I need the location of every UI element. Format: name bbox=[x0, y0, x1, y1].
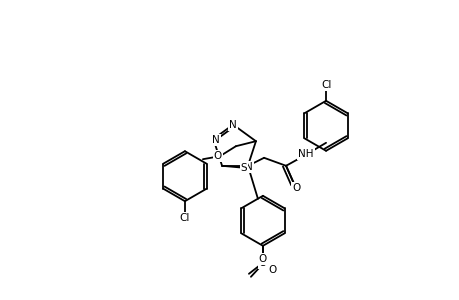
Text: Cl: Cl bbox=[179, 213, 190, 223]
Text: Cl: Cl bbox=[320, 80, 330, 90]
Text: S: S bbox=[240, 163, 247, 173]
Text: O: O bbox=[268, 265, 276, 275]
Text: O: O bbox=[258, 254, 267, 264]
Text: O: O bbox=[258, 258, 267, 268]
Text: O: O bbox=[213, 151, 222, 161]
Text: N: N bbox=[229, 120, 236, 130]
Text: N: N bbox=[212, 135, 219, 145]
Text: N: N bbox=[245, 162, 252, 172]
Text: NH: NH bbox=[298, 149, 313, 159]
Text: O: O bbox=[291, 183, 300, 193]
